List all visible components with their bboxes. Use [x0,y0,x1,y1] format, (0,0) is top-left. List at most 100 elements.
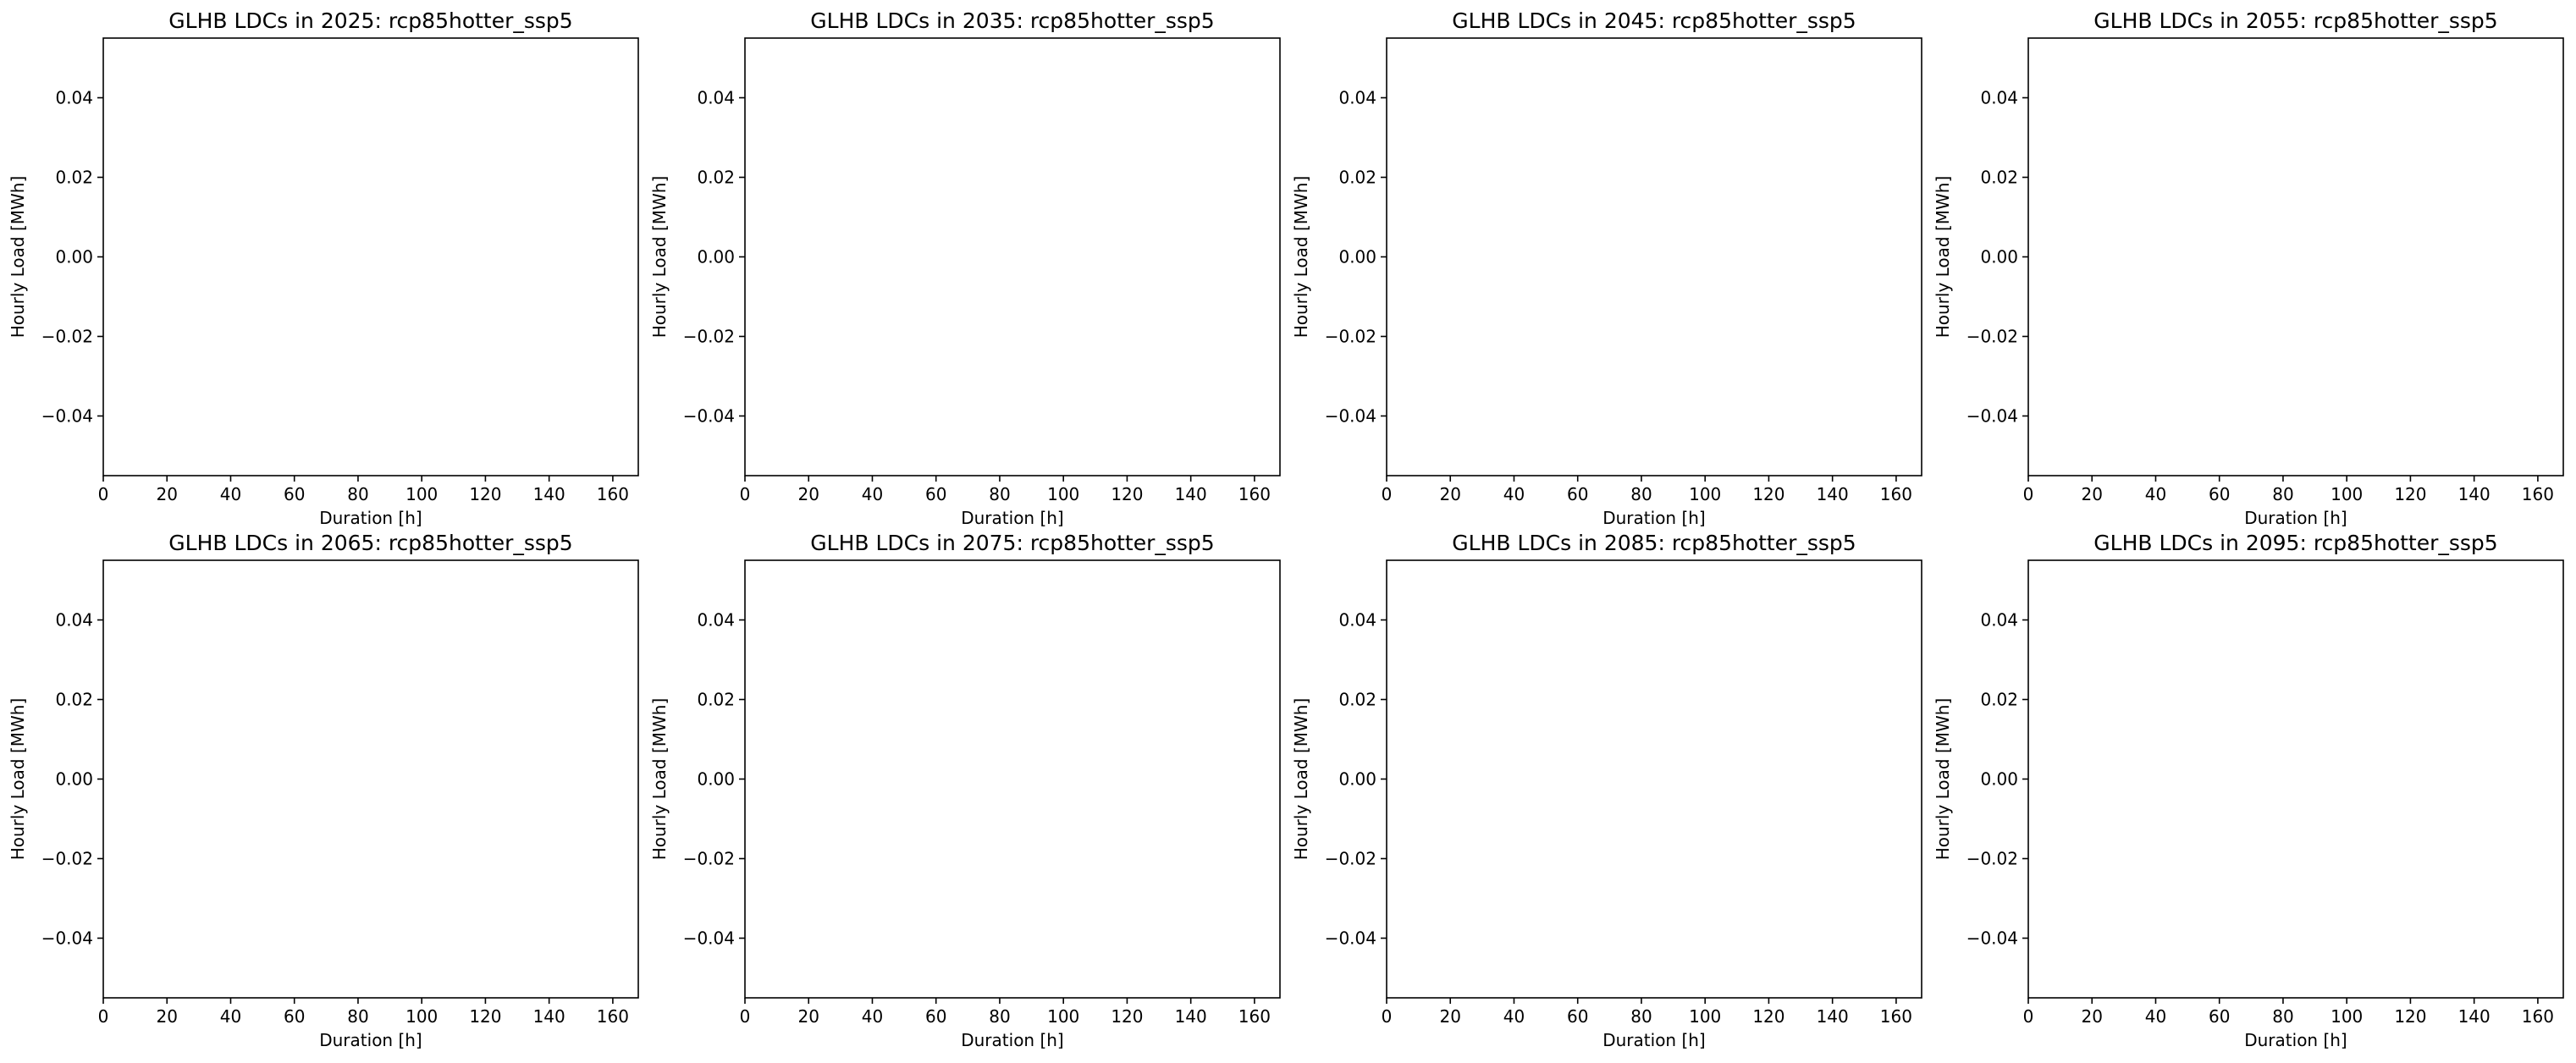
x-tick-label: 60 [284,1006,305,1027]
y-tick-label: 0.04 [55,88,93,108]
subplot-7: GLHB LDCs in 2085: rcp85hotter_ssp5 0 20 40… [1291,531,1922,1050]
y-tick-label: −0.02 [41,849,93,869]
y-tick-label: −0.02 [1966,849,2018,869]
x-tick-label: 140 [1817,1006,1849,1027]
subplot-6: GLHB LDCs in 2075: rcp85hotter_ssp5 0 20 40… [649,531,1281,1050]
x-tick-label: 0 [98,1006,109,1027]
plot-frame [2027,559,2564,999]
chart-title: GLHB LDCs in 2055: rcp85hotter_ssp5 [2093,8,2497,33]
subplot-5: GLHB LDCs in 2065: rcp85hotter_ssp5 0 20 40… [8,531,639,1050]
y-tick-label: 0.04 [1980,88,2018,108]
y-axis-label: Hourly Load [MWh] [1291,176,1311,339]
x-axis-label: Duration [h] [2244,1030,2347,1050]
y-tick-label: 0.00 [55,247,93,267]
y-tick-label: 0.02 [1338,168,1376,188]
y-tick-label: 0.00 [697,769,735,790]
x-tick-label: 80 [347,1006,368,1027]
x-tick-label: 40 [220,484,241,504]
x-axis-label: Duration [h] [319,1030,422,1050]
x-tick-label: 0 [740,1006,751,1027]
y-tick-label: −0.02 [41,327,93,347]
y-tick-label: 0.00 [1980,247,2018,267]
x-tick-label: 40 [1503,484,1525,504]
x-tick-label: 120 [469,1006,501,1027]
y-tick-label: 0.00 [1980,769,2018,790]
x-axis-label: Duration [h] [1602,508,1706,528]
x-tick-label: 80 [2272,484,2293,504]
y-tick-label: −0.02 [683,327,735,347]
x-tick-label: 20 [2082,1006,2103,1027]
y-tick-label: 0.00 [1338,769,1376,790]
y-axis-label: Hourly Load [MWh] [1291,698,1311,861]
x-tick-label: 140 [533,1006,565,1027]
x-tick-label: 100 [1047,484,1079,504]
subplot-1: GLHB LDCs in 2025: rcp85hotter_ssp5 0 20 40… [8,8,639,528]
y-axis-label: Hourly Load [MWh] [1933,176,1953,339]
x-tick-label: 100 [2331,1006,2363,1027]
y-tick-label: 0.02 [697,690,735,710]
x-tick-label: 20 [157,484,178,504]
x-tick-label: 0 [1382,1006,1393,1027]
x-tick-label: 120 [1752,484,1784,504]
y-tick-label: −0.02 [1325,327,1376,347]
x-tick-label: 100 [405,1006,438,1027]
chart-title: GLHB LDCs in 2065: rcp85hotter_ssp5 [168,531,572,555]
y-tick-label: 0.02 [697,168,735,188]
y-axis-label: Hourly Load [MWh] [649,176,670,339]
x-tick-label: 120 [2394,1006,2426,1027]
x-tick-label: 100 [1689,1006,1721,1027]
x-tick-label: 40 [220,1006,241,1027]
chart-title: GLHB LDCs in 2075: rcp85hotter_ssp5 [810,531,1214,555]
x-axis-label: Duration [h] [2244,508,2347,528]
x-tick-label: 0 [98,484,109,504]
plot-frame [2027,37,2564,476]
x-tick-label: 40 [2145,484,2166,504]
y-tick-label: 0.02 [55,690,93,710]
x-tick-label: 60 [1567,1006,1588,1027]
y-tick-label: 0.00 [55,769,93,790]
y-tick-label: 0.04 [55,610,93,631]
x-tick-label: 60 [2209,1006,2230,1027]
x-tick-label: 140 [2458,1006,2491,1027]
y-axis-label: Hourly Load [MWh] [1933,698,1953,861]
subplot-3: GLHB LDCs in 2045: rcp85hotter_ssp5 0 20 40… [1291,8,1922,528]
x-tick-label: 120 [1752,1006,1784,1027]
chart-title: GLHB LDCs in 2025: rcp85hotter_ssp5 [168,8,572,33]
y-tick-label: −0.04 [41,928,93,949]
y-tick-label: 0.02 [1980,168,2018,188]
x-tick-label: 80 [347,484,368,504]
x-axis-label: Duration [h] [961,508,1064,528]
y-tick-label: 0.04 [1980,610,2018,631]
y-tick-label: 0.00 [697,247,735,267]
x-tick-label: 160 [1238,484,1271,504]
x-tick-label: 120 [1111,1006,1143,1027]
y-tick-label: 0.04 [1338,610,1376,631]
chart-title: GLHB LDCs in 2095: rcp85hotter_ssp5 [2093,531,2497,555]
plot-frame [102,559,639,999]
x-tick-label: 140 [1175,1006,1207,1027]
y-tick-label: 0.04 [697,610,735,631]
y-tick-label: −0.02 [683,849,735,869]
x-tick-label: 60 [925,1006,946,1027]
x-tick-label: 0 [740,484,751,504]
x-tick-label: 20 [157,1006,178,1027]
x-tick-label: 160 [597,484,629,504]
x-tick-label: 60 [284,484,305,504]
x-tick-label: 40 [1503,1006,1525,1027]
y-tick-label: −0.04 [683,928,735,949]
x-axis-label: Duration [h] [319,508,422,528]
y-tick-label: 0.02 [55,168,93,188]
x-tick-label: 20 [1440,1006,1461,1027]
y-tick-label: −0.04 [683,406,735,427]
y-tick-label: 0.04 [697,88,735,108]
y-axis-label: Hourly Load [MWh] [8,698,28,861]
x-tick-label: 160 [2522,1006,2554,1027]
y-tick-label: −0.04 [1966,406,2018,427]
x-tick-label: 160 [597,1006,629,1027]
y-axis-label: Hourly Load [MWh] [8,176,28,339]
y-axis-label: Hourly Load [MWh] [649,698,670,861]
x-tick-label: 20 [798,1006,819,1027]
y-tick-label: −0.04 [1325,406,1376,427]
x-tick-label: 100 [1689,484,1721,504]
y-tick-label: 0.00 [1338,247,1376,267]
